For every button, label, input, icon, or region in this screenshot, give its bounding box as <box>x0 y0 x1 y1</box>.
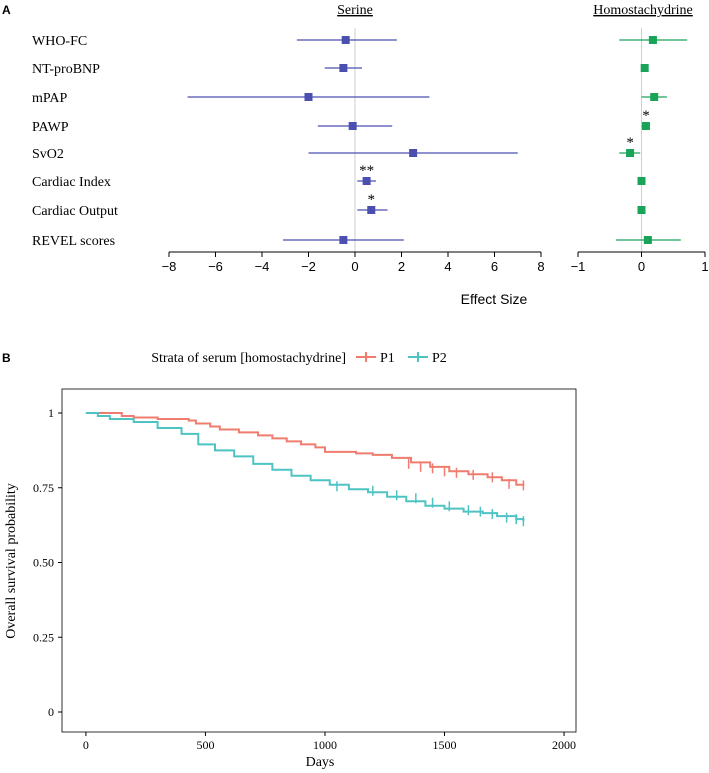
homo-point-5 <box>637 177 646 185</box>
row-label-3: PAWP <box>32 120 69 135</box>
forest-x-axis-title: Effect Size <box>461 291 528 307</box>
km-curve-p2 <box>85 412 525 522</box>
homo-point-6 <box>637 206 646 214</box>
homo-x-tick-label-1: 0 <box>638 259 645 274</box>
serine-point-2 <box>304 93 313 101</box>
homostachydrine-subplot-title: Homostachydrine <box>593 3 693 18</box>
row-label-2: mPAP <box>32 91 68 106</box>
serine-point-4 <box>409 149 418 157</box>
serine-significance-5: ** <box>359 163 374 179</box>
serine-subplot-title: Serine <box>337 3 373 18</box>
row-label-1: NT-proBNP <box>32 62 100 77</box>
serine-x-tick-label-5: 2 <box>398 259 405 274</box>
serine-x-tick-label-1: −6 <box>208 259 223 274</box>
row-label-0: WHO-FC <box>32 34 87 49</box>
panel-b-label: B <box>2 351 11 365</box>
panel-a-label: A <box>2 3 11 17</box>
row-label-5: Cardiac Index <box>32 175 111 190</box>
forest-row-labels: WHO-FC NT-proBNP mPAP PAWP SvO2 Cardiac Index… <box>32 34 118 249</box>
serine-x-tick-label-0: −8 <box>162 259 177 274</box>
homo-point-3 <box>641 122 650 130</box>
homo-significance-3: * <box>642 108 650 124</box>
serine-forest-plot: −8 −6 −4 −2 0 2 4 6 8*** <box>162 28 545 274</box>
legend-label-p1: P1 <box>380 351 395 366</box>
homo-x-tick-label-0: −1 <box>571 259 586 274</box>
km-y-tick-label-4: 1 <box>48 406 54 420</box>
serine-point-7 <box>339 236 348 244</box>
serine-x-tick-label-3: −2 <box>301 259 316 274</box>
km-x-tick-label-1: 500 <box>196 738 214 752</box>
km-y-tick-label-0: 0 <box>48 705 54 719</box>
serine-x-tick-label-8: 8 <box>537 259 544 274</box>
serine-x-tick-label-4: 0 <box>351 259 358 274</box>
km-y-axis-title: Overall survival probability <box>4 483 19 639</box>
serine-x-tick-label-2: −4 <box>255 259 270 274</box>
km-x-tick-label-3: 1500 <box>433 738 457 752</box>
homo-x-tick-label-2: 1 <box>701 259 708 274</box>
homostachydrine-forest-plot: −1 0 1 * * <box>571 28 709 274</box>
serine-point-6 <box>367 206 376 214</box>
row-label-4: SvO2 <box>32 147 64 162</box>
serine-point-3 <box>348 122 357 130</box>
km-x-axis-title: Days <box>306 755 335 770</box>
serine-x-tick-label-7: 6 <box>491 259 498 274</box>
homo-point-1 <box>640 64 649 72</box>
row-label-6: Cardiac Output <box>32 204 118 219</box>
serine-significance-6: * <box>368 192 376 208</box>
km-y-tick-label-3: 0.75 <box>33 481 54 495</box>
km-y-tick-label-1: 0.25 <box>33 630 54 644</box>
homo-significance-4: * <box>626 135 634 151</box>
km-x-tick-label-4: 2000 <box>552 738 576 752</box>
homo-point-0 <box>648 36 657 44</box>
km-x-tick-label-0: 0 <box>83 738 89 752</box>
row-label-7: REVEL scores <box>32 234 115 249</box>
serine-x-tick-label-6: 4 <box>444 259 451 274</box>
serine-point-5 <box>362 177 371 185</box>
km-plot-frame <box>61 388 577 733</box>
km-curve-p1 <box>85 412 525 486</box>
km-legend: Strata of serum [homostachydrine] P1 P2 <box>151 351 447 366</box>
homo-point-2 <box>650 93 659 101</box>
km-legend-key-p2: P2 <box>408 351 447 366</box>
homo-point-4 <box>626 149 635 157</box>
km-x-tick-label-2: 1000 <box>313 738 337 752</box>
km-legend-title: Strata of serum [homostachydrine] <box>151 351 346 366</box>
km-legend-key-p1: P1 <box>356 351 395 366</box>
km-survival-plot: 0 500 1000 1500 2000 0 0.25 0.50 0.75 1 <box>33 406 576 752</box>
homo-point-7 <box>643 236 652 244</box>
serine-point-1 <box>339 64 348 72</box>
km-y-tick-label-2: 0.50 <box>33 556 54 570</box>
serine-point-0 <box>341 36 350 44</box>
legend-label-p2: P2 <box>432 351 447 366</box>
